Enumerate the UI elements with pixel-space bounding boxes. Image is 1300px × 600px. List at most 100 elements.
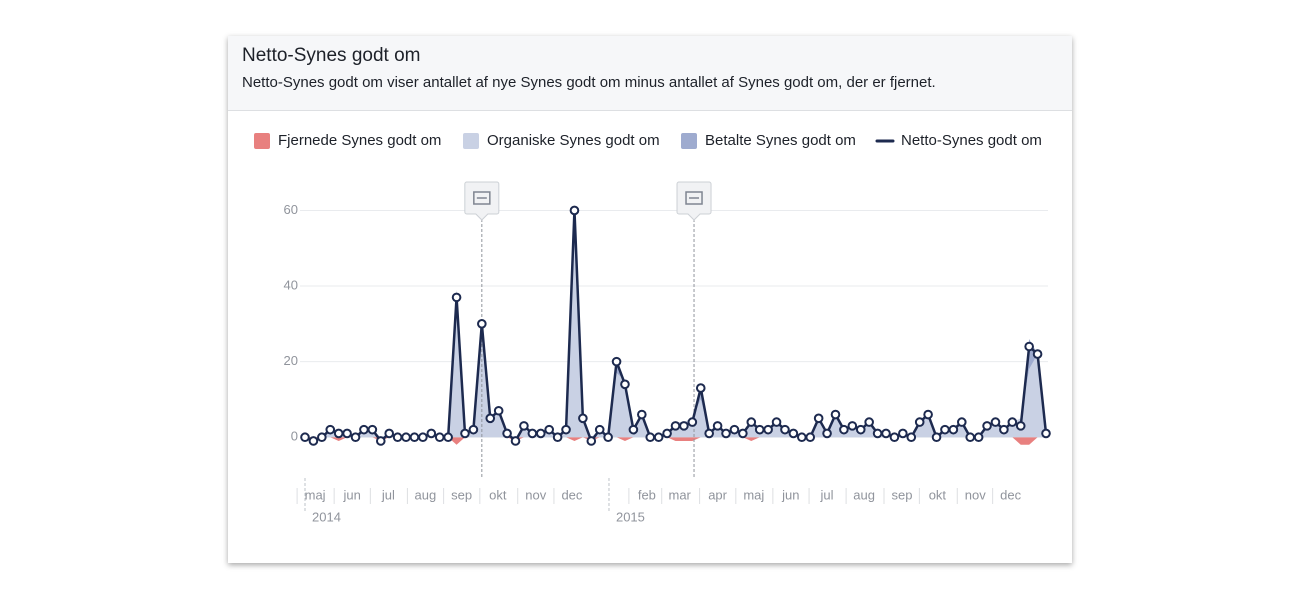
point (965, 432, 976, 443)
x-tick-label: mar (669, 487, 692, 502)
point (746, 417, 757, 427)
point (889, 432, 900, 443)
legend-label: Netto-Synes godt om (901, 132, 1042, 149)
point (679, 421, 689, 431)
point (704, 428, 714, 439)
point (847, 421, 858, 431)
x-tick-label: nov (525, 487, 546, 502)
year-label: 2014 (312, 509, 341, 524)
point (535, 428, 546, 439)
point (401, 432, 411, 443)
point (721, 428, 731, 439)
point (628, 424, 639, 435)
legend-swatch (254, 133, 270, 149)
point (797, 432, 807, 443)
point (712, 421, 723, 431)
point (426, 428, 437, 439)
legend-label: Organiske Synes godt om (487, 132, 660, 149)
point (317, 432, 327, 443)
point (561, 424, 571, 435)
point (914, 417, 925, 427)
point (973, 432, 984, 443)
point (830, 409, 841, 420)
point (1041, 428, 1051, 439)
point (805, 432, 816, 443)
x-tick-label: maj (305, 487, 326, 502)
point (990, 417, 1001, 427)
x-tick-label: feb (638, 487, 656, 502)
point (359, 424, 369, 435)
point (384, 428, 395, 439)
point (594, 424, 605, 435)
point (855, 424, 866, 435)
point (333, 428, 344, 439)
point (637, 409, 647, 420)
point (1007, 417, 1018, 427)
point (578, 413, 588, 424)
point (754, 424, 765, 435)
point (898, 428, 908, 439)
x-tick-label: apr (708, 487, 727, 502)
point (864, 417, 874, 427)
point (367, 424, 378, 435)
point (653, 432, 664, 443)
x-tick-label: dec (1000, 487, 1021, 502)
x-tick-label: okt (489, 487, 507, 502)
point (931, 432, 942, 443)
x-tick-label: sep (451, 487, 472, 502)
point (738, 428, 748, 439)
point (342, 428, 352, 439)
point (923, 409, 933, 420)
point (822, 428, 832, 439)
point (956, 417, 967, 427)
point (485, 413, 496, 424)
point (350, 432, 361, 443)
point (881, 428, 891, 439)
point (906, 432, 917, 443)
x-tick-label: sep (892, 487, 913, 502)
event-icon (473, 191, 491, 205)
point (948, 424, 959, 435)
event-flag (676, 181, 712, 221)
point (544, 424, 554, 435)
chart-subtitle: Netto-Synes godt om viser antallet af ny… (242, 74, 936, 91)
legend-label: Betalte Synes godt om (705, 132, 856, 149)
x-tick-label: jul (381, 487, 395, 502)
point (695, 383, 706, 393)
x-tick-label: aug (853, 487, 875, 502)
point (493, 405, 504, 416)
point (451, 292, 462, 303)
point (409, 432, 420, 443)
point (1024, 341, 1034, 352)
point (468, 424, 479, 435)
x-tick-label: jul (820, 487, 834, 502)
point (586, 436, 597, 446)
point (771, 417, 782, 427)
legend-swatch (681, 133, 697, 149)
point (418, 432, 428, 443)
card (228, 36, 1072, 563)
x-tick-label: nov (965, 487, 986, 502)
point (308, 436, 319, 446)
point (839, 424, 849, 435)
point (502, 428, 512, 439)
point (999, 424, 1009, 435)
point (1015, 421, 1026, 431)
point (813, 413, 824, 424)
y-tick-label: 20 (284, 353, 298, 368)
point (375, 436, 386, 446)
point (687, 417, 698, 427)
point (662, 428, 672, 439)
legend-label: Fjernede Synes godt om (278, 132, 441, 149)
point (552, 432, 563, 443)
point (519, 421, 529, 431)
point (434, 432, 445, 443)
y-tick-label: 40 (284, 277, 298, 292)
area (305, 437, 1046, 445)
event-flag (464, 181, 500, 221)
point (603, 432, 613, 443)
point (982, 421, 992, 431)
point (443, 432, 453, 443)
